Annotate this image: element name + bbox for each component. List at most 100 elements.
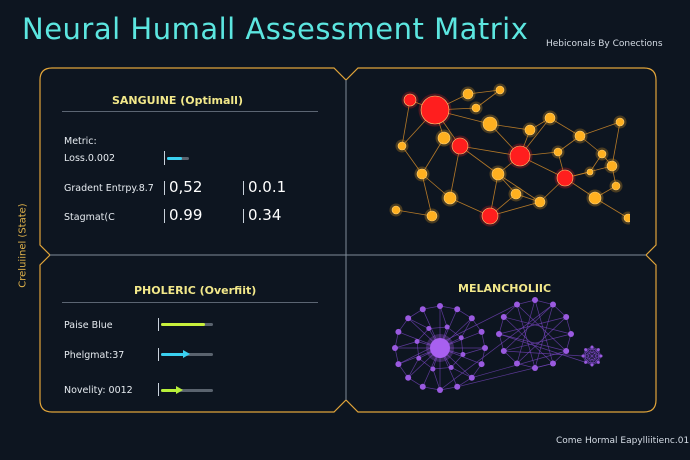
- network-node: [514, 301, 520, 308]
- network-node: [568, 331, 574, 337]
- network-node: [454, 383, 461, 390]
- network-edge: [503, 304, 554, 352]
- network-edge: [475, 89, 501, 109]
- network-edge: [416, 341, 420, 359]
- network-node: [468, 374, 475, 381]
- network-edge: [432, 367, 452, 370]
- network-edge: [516, 304, 567, 352]
- network-node: [460, 352, 466, 358]
- network-node: [430, 366, 436, 372]
- network-node: [419, 383, 426, 390]
- network-node: [392, 345, 398, 351]
- network-node: [458, 335, 464, 341]
- network-edge: [462, 347, 486, 355]
- sanguine-heading: SANGUINE (Optimall): [112, 94, 243, 107]
- network-node: [426, 326, 432, 332]
- network-edge: [497, 173, 541, 203]
- pholeric-divider: [62, 302, 318, 303]
- network-edge: [579, 121, 621, 137]
- bar-paise-tick: [158, 318, 159, 331]
- network-edge: [416, 328, 430, 342]
- bar-fill-2: [161, 389, 177, 392]
- row-gradient-tick-2: [243, 181, 244, 195]
- network-edge: [432, 368, 441, 391]
- network-node: [397, 141, 407, 151]
- network-edge: [401, 99, 411, 147]
- network-edge: [498, 333, 586, 363]
- network-node: [550, 360, 556, 367]
- network-node: [581, 354, 585, 358]
- network-node: [509, 145, 531, 167]
- network-node: [563, 348, 570, 354]
- bar-fill-1: [161, 353, 185, 356]
- network-edge: [418, 357, 434, 370]
- network-edge: [450, 354, 464, 368]
- network-node: [611, 181, 621, 191]
- bar-arrow-icon-2: [175, 386, 183, 394]
- network-edge: [582, 349, 599, 357]
- row-gradient-value-1: 0,52: [169, 178, 203, 196]
- network-node: [532, 365, 538, 371]
- network-node: [414, 338, 420, 344]
- network-edge: [428, 326, 448, 329]
- network-node: [437, 387, 443, 393]
- network-node: [419, 306, 426, 313]
- network-node: [395, 361, 402, 368]
- network-node: [588, 191, 602, 205]
- network-edge: [503, 316, 554, 364]
- melancholic-network-graph: [392, 297, 603, 393]
- network-edge: [552, 304, 567, 318]
- network-node: [403, 93, 417, 107]
- network-node: [553, 147, 563, 157]
- network-node: [491, 167, 505, 181]
- network-edge: [503, 350, 518, 364]
- network-node: [444, 324, 450, 330]
- network-node: [596, 360, 600, 364]
- pholeric-heading: PHOLERIC (Overfiit): [134, 284, 257, 297]
- loss-tick: [164, 151, 165, 165]
- network-node: [426, 210, 438, 222]
- network-edge: [395, 209, 433, 217]
- network-edge: [498, 316, 567, 335]
- network-node: [514, 360, 520, 367]
- network-node: [574, 130, 586, 142]
- network-edge: [591, 349, 599, 366]
- network-node: [615, 117, 625, 127]
- network-edge: [516, 304, 536, 369]
- network-node: [391, 205, 401, 215]
- network-edge: [585, 349, 599, 363]
- network-edge: [534, 299, 554, 305]
- network-node: [437, 131, 451, 145]
- row-stagmat-label: Stagmat(C: [64, 212, 115, 223]
- network-node: [478, 328, 485, 335]
- network-node: [405, 374, 412, 381]
- network-edge: [503, 350, 584, 357]
- row-stagmat-value-1: 0.99: [169, 206, 203, 224]
- network-node: [584, 360, 588, 364]
- network-node: [590, 363, 594, 367]
- network-edge: [421, 173, 433, 217]
- row-stagmat-tick-1: [164, 209, 165, 223]
- footer-note: Come Hormal Eapylliitienc.017: [556, 436, 690, 446]
- network-node: [510, 188, 522, 200]
- network-edge: [398, 304, 518, 365]
- network-node: [599, 354, 603, 358]
- network-node: [496, 331, 502, 337]
- network-node: [481, 207, 499, 225]
- loss-label: Loss.0.002: [64, 153, 116, 164]
- row-gradient-tick-1: [164, 181, 165, 195]
- network-node: [532, 297, 538, 303]
- network-node: [416, 355, 422, 361]
- network-node: [405, 315, 412, 322]
- row-gradient-value-2: 0.0.1: [248, 178, 287, 196]
- network-edge: [446, 326, 462, 339]
- bar-phelgmat-tick: [158, 348, 159, 361]
- bar-fill-0: [161, 323, 206, 326]
- network-edge: [516, 299, 536, 305]
- network-node: [462, 88, 474, 100]
- network-edge: [534, 304, 554, 369]
- network-edge: [408, 317, 429, 329]
- network-edge: [439, 304, 554, 391]
- network-edge: [401, 145, 423, 175]
